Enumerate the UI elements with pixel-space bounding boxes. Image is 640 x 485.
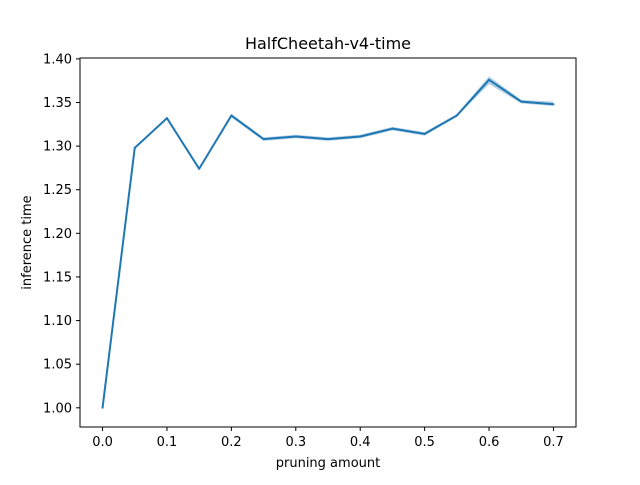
y-tick-label: 1.15: [43, 270, 72, 285]
x-tick-label: 0.5: [414, 435, 435, 450]
y-tick-label: 1.30: [43, 140, 72, 155]
data-point: [133, 146, 136, 149]
plot-area: [101, 76, 555, 409]
y-tick-label: 1.20: [43, 227, 72, 242]
data-point: [455, 114, 458, 117]
y-tick-label: 1.25: [43, 183, 72, 198]
data-point: [198, 167, 201, 170]
data-point: [391, 127, 394, 130]
data-point: [101, 406, 104, 409]
y-tick-label: 1.05: [43, 358, 72, 373]
x-axis-ticks: 0.0 0.1 0.2 0.3 0.4 0.5 0.6 0.7: [92, 427, 564, 450]
x-tick-label: 0.6: [479, 435, 500, 450]
data-point: [165, 117, 168, 120]
axes-frame: [79, 57, 577, 428]
y-axis-label: inference time: [20, 195, 35, 289]
data-point: [488, 78, 491, 81]
x-tick-label: 0.7: [543, 435, 564, 450]
data-point: [552, 103, 555, 106]
data-point: [520, 100, 523, 103]
y-tick-label: 1.00: [43, 401, 72, 416]
x-tick-label: 0.2: [221, 435, 242, 450]
data-point: [423, 132, 426, 135]
x-tick-label: 0.1: [157, 435, 178, 450]
y-axis-ticks: 1.00 1.05 1.10 1.15 1.20 1.25 1.30 1.35 1.40: [43, 52, 80, 416]
y-tick-label: 1.40: [43, 52, 72, 67]
x-axis-label: pruning amount: [276, 456, 380, 471]
data-point: [327, 138, 329, 141]
x-tick-label: 0.0: [92, 435, 113, 450]
data-point: [359, 135, 362, 138]
data-point: [230, 114, 233, 117]
chart-title: HalfCheetah-v4-time: [245, 34, 411, 53]
x-tick-label: 0.4: [350, 435, 371, 450]
x-tick-label: 0.3: [285, 435, 306, 450]
data-point: [294, 135, 297, 138]
data-point: [262, 138, 265, 141]
y-tick-label: 1.35: [43, 96, 72, 111]
y-tick-label: 1.10: [43, 314, 72, 329]
